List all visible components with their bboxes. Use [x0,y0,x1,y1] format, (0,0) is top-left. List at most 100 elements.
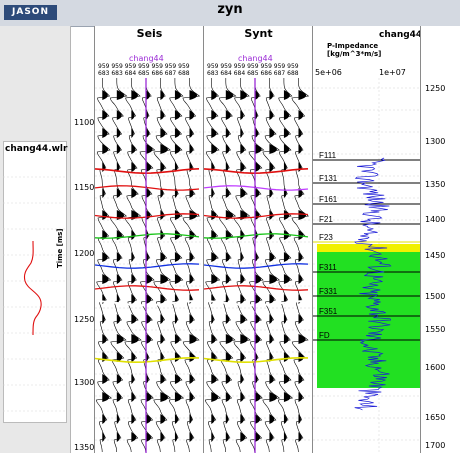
log-panel[interactable]: chang44.wll P-Impedance [kg/m^3*m/s] 5e+… [312,26,440,453]
wiggle-peak [298,352,304,362]
wiggle-peak [254,414,261,424]
horizon-marker-label: F161 [319,195,338,204]
depth-axis: 1250 1300 1350 1400 1450 1500 1550 1600 … [420,26,460,453]
wiggle-peak [189,110,195,120]
synt-well-marker-label: chang44 [238,54,273,63]
impedance-log-curve [354,157,392,411]
yellow-zone [317,244,421,252]
wiggle-peak [131,392,135,402]
wiggle-peak [298,252,303,262]
wiggle-peak [211,374,217,384]
wiggle-peak [174,144,181,154]
wiggle-peak [283,144,290,154]
wiggle-peak [174,210,181,220]
wiggle-peak [145,414,152,424]
horizon-line [95,356,200,364]
horizon-line [204,168,309,175]
wiggle-peak [225,90,234,100]
wiggle-peak [160,230,164,240]
wiggle-peak [116,432,120,442]
wiggle-peak [116,274,121,284]
seis-well-marker-label: chang44 [129,54,164,63]
wiggle-peak [189,314,194,324]
wiggle-peak [174,414,179,424]
wiggle-peak [225,252,230,262]
wiggle-peak [211,188,214,198]
wiggle-peak [116,314,121,324]
wiggle-peak [298,230,304,240]
horizon-line [204,263,309,269]
wiggle-peak [145,432,152,442]
horizon-line [95,185,200,191]
synt-trace-header-xline: 683 684 684 685 686 687 688 [207,70,299,77]
wiggle-peak [254,90,260,100]
wiggle-peak [269,334,273,344]
wiggle-peak [174,432,178,442]
wiggle-peak [298,90,307,100]
wiggle-peak [240,392,244,402]
wiggle-peak [102,374,108,384]
wiggle-peak [116,90,125,100]
wiggle-peak [189,144,194,154]
jason-logo: JASON [4,5,57,20]
wiggle-peak [174,128,181,138]
wiggle-peak [160,274,169,284]
wiggle-peak [240,144,245,154]
wiggle-peak [269,162,274,172]
wiggle-peak [102,252,108,262]
wiggle-peak [160,188,164,198]
seis-panel[interactable]: Seis chang44 959 959 959 959 959 959 959… [94,26,204,453]
wiggle-peak [189,252,194,262]
wiggle-trace [153,78,172,453]
seis-trace-header-inline: 959 959 959 959 959 959 959 [98,63,190,70]
wiggle-peak [131,274,136,284]
wiggle-peak [211,334,216,344]
wiggle-peak [298,210,307,220]
seis-panel-title: Seis [136,27,163,40]
wiggle-peak [174,252,181,262]
wiggle-peak [189,128,193,138]
wiggle-peak [211,392,219,402]
wiggle-peak [225,274,230,284]
wiggle-peak [269,314,273,324]
wiggle-peak [189,352,195,362]
horizon-marker-label: F23 [319,233,333,242]
wiggle-peak [225,392,231,402]
depth-tick: 1600 [425,363,446,372]
wiggle-peak [160,162,165,172]
wiggle-peak [269,144,277,154]
wiggle-peak [211,90,217,100]
wavelet-curve [23,240,42,336]
wiggle-peak [283,90,290,100]
wiggle-peak [211,432,214,442]
wavelet-panel[interactable]: chang44.wlr [0,26,71,453]
wiggle-peak [283,414,288,424]
wiggle-peak [298,334,306,344]
wiggle-peak [131,352,136,362]
wiggle-peak [283,392,291,402]
wiggle-peak [211,210,217,220]
wiggle-peak [269,230,273,240]
wiggle-peak [225,414,229,424]
wiggle-peak [189,334,197,344]
wiggle-peak [189,188,194,198]
wiggle-peak [240,252,243,262]
wiggle-peak [225,110,231,120]
wiggle-peak [160,144,168,154]
wiggle-peak [189,432,193,442]
wiggle-peak [160,432,165,442]
wiggle-peak [145,128,150,138]
wiggle-peak [160,414,166,424]
wiggle-peak [298,110,304,120]
wiggle-peak [102,314,105,324]
wiggle-peak [160,294,166,304]
synt-panel[interactable]: Synt chang44 959 959 959 959 959 959 959… [203,26,313,453]
wiggle-peak [116,162,120,172]
wiggle-peak [240,294,245,304]
wiggle-peak [174,274,181,284]
wiggle-peak [240,274,245,284]
depth-tick: 1400 [425,215,446,224]
wiggle-peak [116,110,122,120]
wiggle-peak [116,144,121,154]
depth-tick: 1300 [425,137,446,146]
